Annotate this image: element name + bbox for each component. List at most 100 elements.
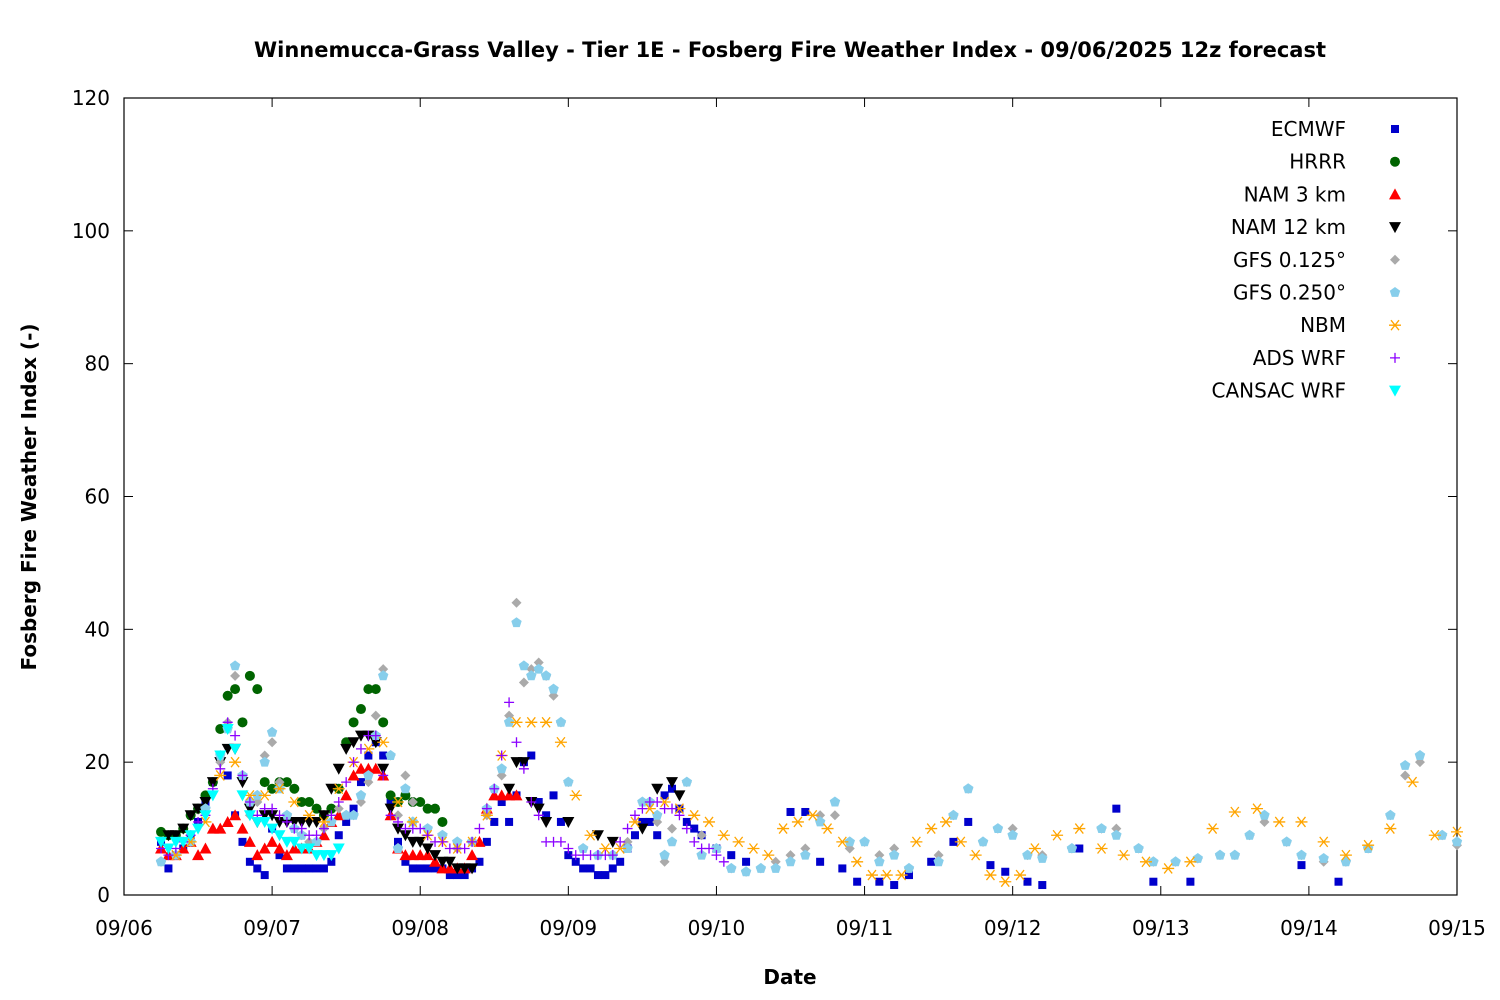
data-point bbox=[903, 862, 915, 873]
data-point bbox=[628, 816, 641, 828]
y-tick-label: 120 bbox=[72, 86, 110, 110]
data-point bbox=[532, 803, 545, 815]
data-point bbox=[606, 836, 619, 848]
data-point bbox=[1007, 829, 1018, 840]
data-point bbox=[1362, 839, 1375, 851]
data-point bbox=[690, 824, 699, 833]
data-point bbox=[563, 776, 574, 787]
data-point bbox=[244, 670, 255, 681]
data-point bbox=[660, 791, 669, 800]
legend-label: NBM bbox=[1300, 313, 1346, 337]
data-point bbox=[584, 829, 597, 841]
legend-label: ADS WRF bbox=[1253, 346, 1346, 370]
data-point bbox=[548, 683, 559, 694]
data-point bbox=[999, 876, 1012, 888]
data-point bbox=[363, 770, 374, 780]
data-point bbox=[221, 815, 234, 827]
data-point bbox=[415, 797, 426, 808]
data-point bbox=[740, 866, 752, 877]
data-point bbox=[332, 843, 345, 855]
data-point bbox=[267, 783, 278, 794]
data-point bbox=[1451, 836, 1463, 847]
legend-label: GFS 0.125° bbox=[1233, 248, 1346, 272]
data-point bbox=[164, 864, 173, 873]
data-point bbox=[540, 816, 553, 828]
data-point bbox=[259, 750, 270, 761]
data-point bbox=[875, 877, 884, 886]
data-point bbox=[933, 856, 944, 867]
data-point bbox=[155, 836, 168, 848]
data-point bbox=[408, 864, 417, 873]
data-point bbox=[480, 809, 493, 821]
data-point bbox=[1206, 823, 1219, 834]
legend-label: HRRR bbox=[1289, 150, 1346, 174]
data-point bbox=[563, 843, 574, 854]
data-point bbox=[608, 864, 617, 873]
data-point bbox=[333, 797, 344, 808]
x-axis-title: Date bbox=[763, 965, 816, 989]
data-point bbox=[423, 864, 432, 873]
data-point bbox=[653, 831, 662, 840]
data-point bbox=[1414, 750, 1426, 760]
data-point bbox=[829, 796, 841, 807]
data-point bbox=[453, 871, 462, 880]
data-point bbox=[732, 836, 745, 848]
data-point bbox=[430, 803, 441, 814]
data-point bbox=[1149, 877, 1158, 886]
data-point bbox=[223, 771, 232, 780]
data-point bbox=[288, 796, 301, 808]
data-point bbox=[421, 849, 434, 861]
legend-marker bbox=[1389, 385, 1401, 397]
data-point bbox=[607, 850, 618, 861]
data-point bbox=[933, 850, 944, 861]
data-point bbox=[377, 763, 390, 775]
data-point bbox=[326, 810, 337, 821]
data-point bbox=[394, 837, 403, 846]
data-point bbox=[1112, 804, 1121, 813]
data-point bbox=[229, 743, 242, 755]
data-point bbox=[785, 850, 796, 861]
data-point bbox=[1184, 856, 1197, 868]
data-point bbox=[880, 869, 893, 881]
data-point bbox=[297, 864, 306, 873]
data-point bbox=[659, 849, 670, 860]
data-point bbox=[184, 810, 197, 822]
legend: ECMWF HRRR NAM 3 km NAM 12 km GFS 0.125° GFS … bbox=[1211, 117, 1401, 403]
data-point bbox=[518, 763, 529, 774]
data-point bbox=[429, 855, 442, 867]
data-point bbox=[437, 836, 448, 847]
data-point bbox=[816, 857, 825, 866]
data-point bbox=[542, 811, 551, 820]
data-point bbox=[437, 816, 448, 827]
data-point bbox=[310, 816, 323, 828]
data-point bbox=[806, 809, 819, 821]
data-point bbox=[666, 836, 678, 847]
data-point bbox=[303, 809, 316, 821]
data-point bbox=[332, 763, 345, 775]
data-point bbox=[667, 823, 678, 834]
data-point bbox=[711, 850, 722, 861]
data-point bbox=[199, 810, 212, 822]
data-point bbox=[571, 857, 580, 866]
data-point bbox=[199, 842, 212, 854]
data-point bbox=[1259, 809, 1270, 820]
data-point bbox=[474, 823, 485, 834]
data-point bbox=[637, 803, 648, 814]
data-point bbox=[638, 817, 647, 826]
data-point bbox=[1023, 877, 1032, 886]
data-point bbox=[895, 869, 908, 881]
data-point bbox=[496, 763, 507, 774]
data-point bbox=[206, 790, 219, 802]
data-point bbox=[1399, 760, 1411, 770]
data-point bbox=[379, 751, 388, 760]
data-point bbox=[422, 830, 433, 841]
data-point bbox=[711, 843, 722, 853]
data-point bbox=[422, 803, 433, 814]
data-point bbox=[392, 843, 404, 853]
data-point bbox=[630, 831, 639, 840]
data-point bbox=[1096, 823, 1107, 833]
x-tick-label: 09/09 bbox=[540, 916, 598, 940]
data-point bbox=[177, 836, 190, 848]
data-point bbox=[770, 856, 781, 867]
